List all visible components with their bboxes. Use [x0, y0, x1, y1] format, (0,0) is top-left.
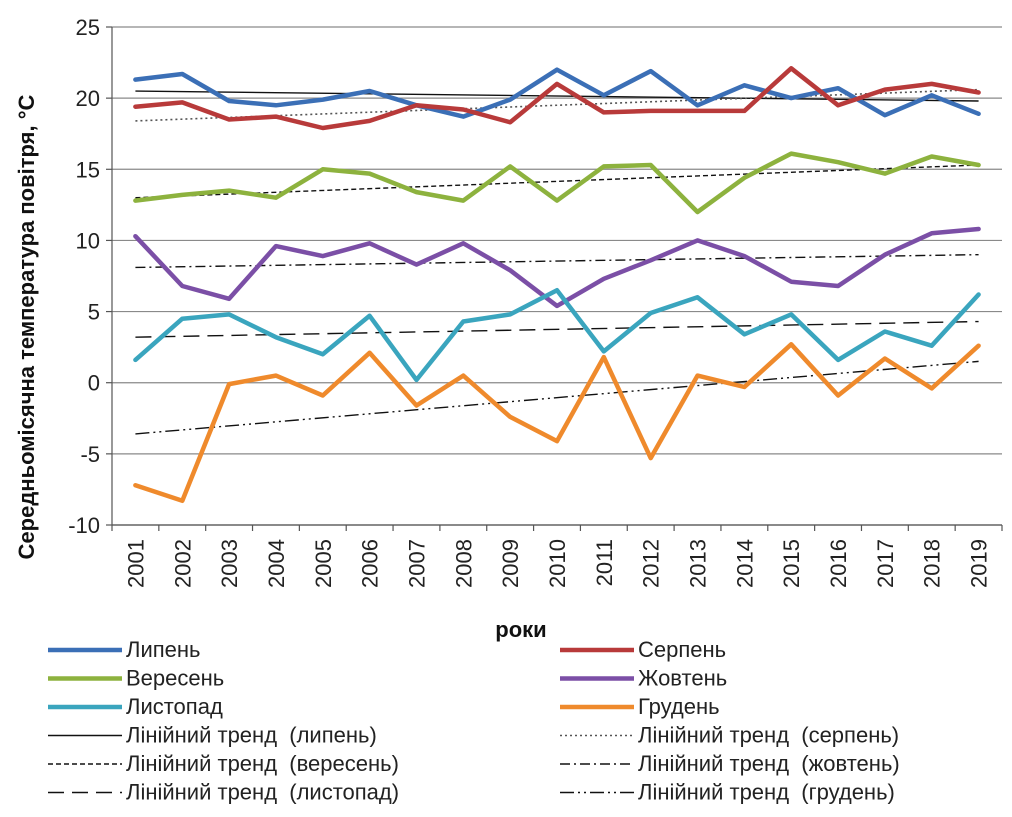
x-tick-label: 2007 — [404, 539, 429, 588]
y-tick-label: 10 — [76, 228, 100, 253]
x-tick-label: 2004 — [264, 539, 289, 588]
legend-label: Липень — [126, 637, 201, 662]
trend-line — [135, 164, 979, 199]
x-tick-label: 2011 — [592, 539, 617, 586]
x-tick-label: 2019 — [967, 539, 992, 588]
x-tick-label: 2001 — [123, 539, 148, 588]
y-tick-label: -5 — [80, 442, 100, 467]
x-tick-label: 2016 — [826, 539, 851, 588]
series-lines — [133, 66, 981, 504]
y-axis-tick-labels: -10 -5 0 5 10 15 20 25 — [68, 15, 100, 538]
legend-label: Грудень — [638, 694, 720, 719]
series-line — [133, 287, 981, 383]
trend-line — [135, 320, 979, 338]
legend-label: Лінійний тренд (грудень) — [638, 780, 895, 805]
legend-label: Лінійний тренд (липень) — [126, 723, 377, 748]
series-line — [133, 342, 981, 504]
x-tick-label: 2003 — [217, 539, 242, 588]
x-tick-label: 2009 — [498, 539, 523, 588]
x-tick-label: 2018 — [920, 539, 945, 588]
legend-label: Лінійний тренд (жовтень) — [638, 751, 900, 776]
x-axis-tick-labels: 2001 2002 2003 2004 2005 2006 2007 2008 2009 2010… — [123, 539, 991, 588]
x-tick-label: 2013 — [686, 539, 711, 588]
x-tick-label: 2015 — [779, 539, 804, 588]
y-tick-label: 25 — [76, 15, 100, 40]
axes — [106, 26, 1003, 531]
series-line — [133, 66, 981, 131]
legend-label: Жовтень — [638, 666, 727, 691]
x-axis-title: роки — [495, 617, 546, 642]
trend-line — [135, 90, 979, 102]
series-line — [133, 67, 981, 119]
series-line — [133, 226, 981, 309]
legend-label: Вересень — [126, 666, 224, 691]
y-tick-label: 5 — [88, 300, 100, 325]
legend-label: Серпень — [638, 637, 726, 662]
legend-label: Лінійний тренд (вересень) — [126, 751, 399, 776]
x-tick-label: 2005 — [311, 539, 336, 588]
y-tick-label: 0 — [88, 371, 100, 396]
legend-label: Листопад — [126, 694, 223, 719]
x-tick-label: 2006 — [358, 539, 383, 588]
x-tick-label: 2010 — [545, 539, 570, 588]
x-tick-label: 2002 — [170, 539, 195, 588]
x-tick-label: 2017 — [873, 539, 898, 588]
y-tick-label: 15 — [76, 157, 100, 182]
legend-label: Лінійний тренд (серпень) — [638, 723, 899, 748]
series-line — [133, 151, 981, 215]
x-tick-label: 2014 — [732, 539, 757, 588]
gridlines — [112, 26, 1002, 526]
trend-line — [135, 253, 979, 269]
x-tick-label: 2012 — [639, 539, 664, 588]
trend-line — [135, 360, 979, 435]
legend: Липень Серпень Вересень Жовтень Листопад Груд… — [48, 637, 900, 805]
y-tick-label: 20 — [76, 86, 100, 111]
x-tick-label: 2008 — [451, 539, 476, 588]
y-tick-label: -10 — [68, 513, 100, 538]
legend-label: Лінійний тренд (листопад) — [126, 780, 399, 805]
y-axis-title: Середньомісячна температура повітря, °С — [14, 94, 39, 559]
